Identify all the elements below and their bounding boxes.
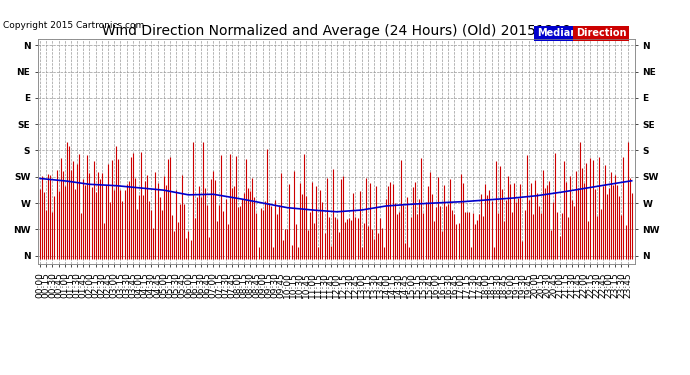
Title: Wind Direction Normalized and Average (24 Hours) (Old) 20151209: Wind Direction Normalized and Average (2… (102, 24, 571, 38)
Text: Direction: Direction (575, 28, 627, 38)
Text: Median: Median (537, 28, 577, 38)
Text: Copyright 2015 Cartronics.com: Copyright 2015 Cartronics.com (3, 21, 145, 30)
